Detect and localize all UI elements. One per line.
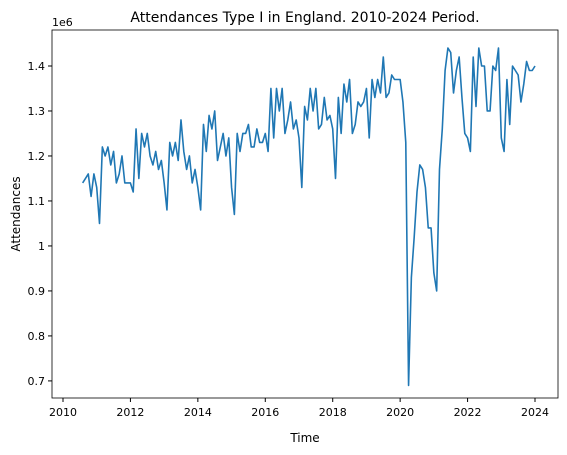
x-tick-label: 2022 xyxy=(454,406,482,419)
y-tick-label: 0.8 xyxy=(28,330,46,343)
y-tick-label: 1.2 xyxy=(28,150,46,163)
y-tick-label: 1 xyxy=(38,240,45,253)
x-tick-label: 2018 xyxy=(319,406,347,419)
x-tick-label: 2012 xyxy=(116,406,144,419)
y-axis-label: Attendances xyxy=(9,176,23,251)
chart-title: Attendances Type I in England. 2010-2024… xyxy=(130,10,479,26)
y-tick-label: 1.1 xyxy=(28,195,46,208)
data-line xyxy=(81,47,536,387)
x-tick-label: 2024 xyxy=(521,406,549,419)
y-tick-label: 1.4 xyxy=(28,60,46,73)
x-tick-label: 2016 xyxy=(251,406,279,419)
y-offset-label: 1e6 xyxy=(52,16,73,29)
x-axis-label: Time xyxy=(289,431,319,445)
x-tick-label: 2014 xyxy=(184,406,212,419)
plot-frame xyxy=(51,29,559,399)
x-tick-label: 2010 xyxy=(49,406,77,419)
x-tick-label: 2020 xyxy=(386,406,414,419)
y-tick-label: 1.3 xyxy=(28,105,46,118)
y-tick-label: 0.9 xyxy=(28,285,46,298)
y-tick-label: 0.7 xyxy=(28,375,46,388)
